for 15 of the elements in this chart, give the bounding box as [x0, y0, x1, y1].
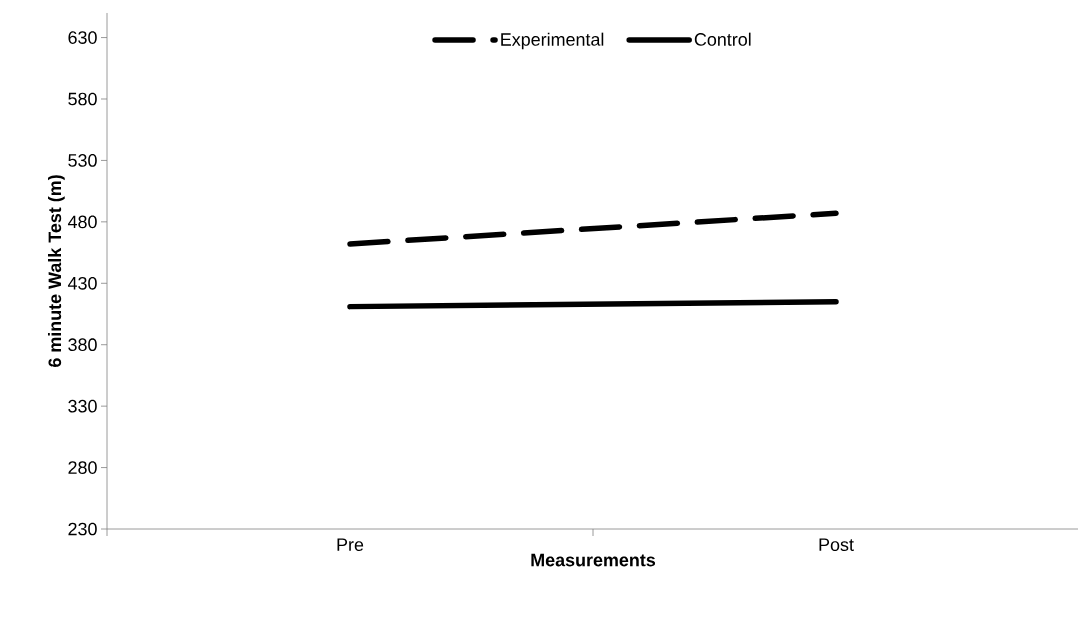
y-tick-label: 330	[68, 399, 97, 413]
x-tick-label: Pre	[337, 538, 364, 552]
legend-label: Control	[694, 32, 751, 46]
y-axis-title: 6 minute Walk Test (m)	[48, 175, 65, 367]
y-tick-label: 380	[68, 338, 97, 352]
y-tick-label: 480	[67, 215, 97, 229]
y-tick-label: 230	[68, 522, 97, 536]
y-tick-label: 530	[68, 154, 97, 167]
y-tick-label: 630	[68, 31, 97, 44]
y-tick-label: 580	[68, 92, 97, 106]
legend-label: Experimental	[501, 32, 604, 50]
x-axis-title: Measurements	[531, 553, 656, 567]
y-tick-label: 430	[67, 276, 97, 290]
y-tick-label: 280	[68, 461, 97, 474]
x-tick-label: Post	[819, 538, 854, 552]
